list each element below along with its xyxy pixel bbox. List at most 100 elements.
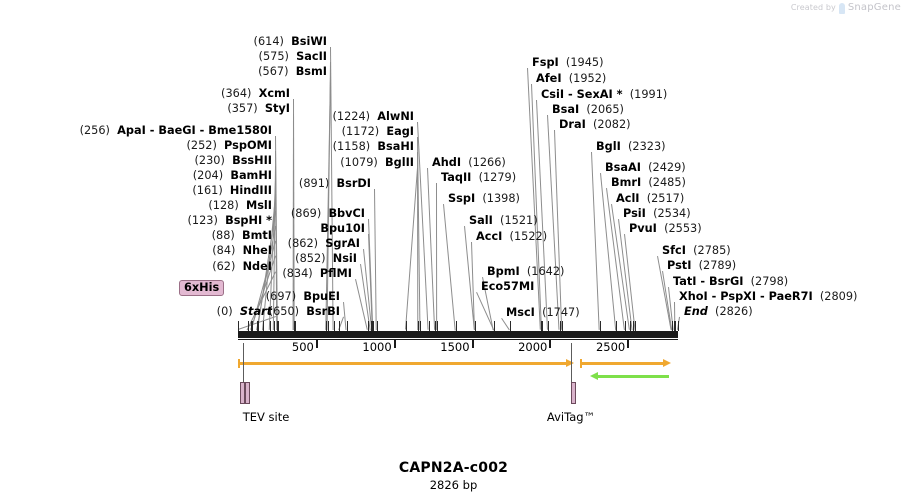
backbone-cut-tick: [675, 321, 677, 331]
backbone-cut-tick: [673, 321, 675, 331]
enzyme-label-msli[interactable]: (128) MslI: [208, 199, 272, 212]
enzyme-label-psii[interactable]: PsiI (2534): [623, 207, 691, 220]
enzyme-label-hindiii[interactable]: (161) HindIII: [192, 184, 272, 197]
enzyme-label-alwni[interactable]: (1224) AlwNI: [332, 110, 414, 123]
page-subtitle: 2826 bp: [429, 478, 478, 492]
enzyme-label-ahdi[interactable]: AhdI (1266): [432, 156, 506, 169]
backbone-cut-tick: [247, 321, 249, 331]
enzyme-label-pvui[interactable]: PvuI (2553): [629, 222, 702, 235]
enzyme-label-fspi[interactable]: FspI (1945): [532, 56, 604, 69]
leader-line: [436, 183, 438, 331]
backbone-cut-tick: [418, 321, 420, 331]
ruler-tick: [393, 339, 396, 348]
backbone-cut-tick: [420, 321, 422, 331]
enzyme-label-bsaai[interactable]: BsaAI (2429): [605, 161, 686, 174]
enzyme-label-ndei[interactable]: (62) NdeI: [212, 260, 272, 273]
backbone-cut-tick: [373, 321, 375, 331]
page-title: CAPN2A-c002: [398, 460, 509, 476]
enzyme-label-sacii[interactable]: (575) SacII: [258, 50, 327, 63]
enzyme-label-bpmi[interactable]: BpmI (1642): [487, 265, 565, 278]
enzyme-label-drai[interactable]: DraI (2082): [559, 118, 631, 131]
enzyme-label-bsmi[interactable]: (567) BsmI: [258, 65, 327, 78]
tev-site-marker[interactable]: [245, 382, 250, 404]
enzyme-label-bgli[interactable]: BglI (2323): [596, 140, 666, 153]
enzyme-label-styi[interactable]: (357) StyI: [227, 102, 290, 115]
enzyme-label-bsiwi[interactable]: (614) BsiWI: [253, 35, 327, 48]
enzyme-label-eagi[interactable]: (1172) EagI: [341, 125, 414, 138]
cds-arrow-1[interactable]: [238, 359, 574, 368]
cds-arrow-2[interactable]: [580, 359, 671, 368]
backbone-cut-tick: [269, 321, 271, 331]
enzyme-label-bsphi[interactable]: (123) BspHI *: [187, 214, 273, 227]
enzyme-label-pspomi[interactable]: (252) PspOMI: [186, 139, 272, 152]
backbone-cut-tick: [474, 321, 476, 331]
enzyme-label-eco57mi[interactable]: Eco57MI: [481, 280, 535, 293]
enzyme-label-apai[interactable]: (256) ApaI - BaeGI - Bme1580I: [79, 124, 272, 137]
enzyme-label-bsrbi[interactable]: (650) BsrBI: [268, 305, 340, 318]
backbone-cut-tick: [257, 321, 259, 331]
enzyme-label-bmti[interactable]: (88) BmtI: [211, 229, 272, 242]
backbone-cut-tick: [339, 321, 341, 331]
snapgene-logo-icon: [838, 3, 845, 14]
enzyme-label-acli[interactable]: AclI (2517): [616, 192, 685, 205]
enzyme-label-bsahi[interactable]: (1158) BsaHI: [332, 140, 414, 153]
enzyme-label-bpu10i[interactable]: Bpu10I: [320, 222, 365, 235]
backbone-cut-tick: [541, 321, 543, 331]
enzyme-label-bglii[interactable]: (1079) BglII: [340, 156, 414, 169]
enzyme-label-start[interactable]: (0) Start: [216, 305, 272, 318]
backbone-cut-tick: [293, 321, 295, 331]
enzyme-label-bsrdi[interactable]: (891) BsrDI: [298, 177, 371, 190]
enzyme-label-bbvci[interactable]: (869) BbvCI: [290, 207, 365, 220]
enzyme-label-sfci[interactable]: SfcI (2785): [662, 244, 731, 257]
ruler-tick: [471, 339, 474, 348]
backbone-cut-tick: [510, 321, 511, 331]
enzyme-label-bpuei[interactable]: (697) BpuEI: [265, 290, 340, 303]
backbone-cut-tick: [540, 321, 542, 331]
enzyme-label-sali[interactable]: SalI (1521): [469, 214, 538, 227]
enzyme-label-acci[interactable]: AccI (1522): [476, 230, 548, 243]
backbone-cut-tick: [672, 321, 674, 331]
leader-line: [591, 152, 600, 331]
backbone-cut-tick: [376, 321, 378, 331]
backbone-cut-tick: [257, 321, 259, 331]
backbone-cut-tick: [562, 321, 564, 331]
enzyme-label-nsii[interactable]: (852) NsiI: [295, 252, 357, 265]
enzyme-label-afei[interactable]: AfeI (1952): [536, 72, 607, 85]
backbone-cut-tick: [493, 321, 495, 331]
enzyme-label-xcmi[interactable]: (364) XcmI: [221, 87, 290, 100]
enzyme-label-bamhi[interactable]: (204) BamHI: [192, 169, 272, 182]
enzyme-label-nhei[interactable]: (84) NheI: [212, 244, 272, 257]
enzyme-label-sspi[interactable]: SspI (1398): [448, 192, 520, 205]
enzyme-label-pflmi[interactable]: (834) PflMI: [282, 267, 352, 280]
enzyme-label-bsai[interactable]: BsaI (2065): [552, 103, 624, 116]
backbone-cut-tick: [251, 321, 253, 331]
backbone-cut-tick: [251, 321, 253, 331]
enzyme-label-sgrai[interactable]: (862) SgrAI: [287, 237, 360, 250]
cds-arrow-3[interactable]: [590, 372, 669, 381]
6xhis-tag-label: 6xHis: [179, 280, 225, 296]
ruler-tick-label: 1000: [362, 340, 392, 354]
watermark-prefix: Created by: [790, 3, 836, 12]
backbone-cut-tick: [367, 321, 369, 331]
enzyme-label-msci[interactable]: MscI (1747): [506, 306, 580, 319]
avitag-site-marker[interactable]: [571, 382, 576, 404]
leader-line: [405, 167, 418, 330]
ruler-tick-label: 2500: [595, 340, 626, 354]
enzyme-label-bmri[interactable]: BmrI (2485): [611, 176, 686, 189]
tev-site-label: TEV site: [242, 410, 290, 424]
backbone-cut-tick: [370, 321, 372, 331]
ruler-tick-label: 500: [291, 340, 314, 354]
backbone-cut-tick: [624, 321, 626, 331]
enzyme-label-tati[interactable]: TatI - BsrGI (2798): [673, 275, 789, 288]
enzyme-label-csii[interactable]: CsiI - SexAI * (1991): [541, 88, 668, 101]
ruler-tick-label: 1500: [440, 340, 470, 354]
enzyme-label-psti[interactable]: PstI (2789): [667, 259, 737, 272]
leader-line: [443, 204, 456, 331]
tev-site-marker[interactable]: [240, 382, 245, 404]
avitag-site-label: AviTag™: [546, 410, 596, 424]
enzyme-label-xhoi[interactable]: XhoI - PspXI - PaeR7I (2809): [679, 290, 858, 303]
enzyme-label-end[interactable]: End (2826): [684, 305, 753, 318]
enzyme-label-bsshii[interactable]: (230) BssHII: [194, 154, 273, 167]
enzyme-label-taqii[interactable]: TaqII (1279): [441, 171, 517, 184]
backbone-cut-tick: [294, 321, 296, 331]
